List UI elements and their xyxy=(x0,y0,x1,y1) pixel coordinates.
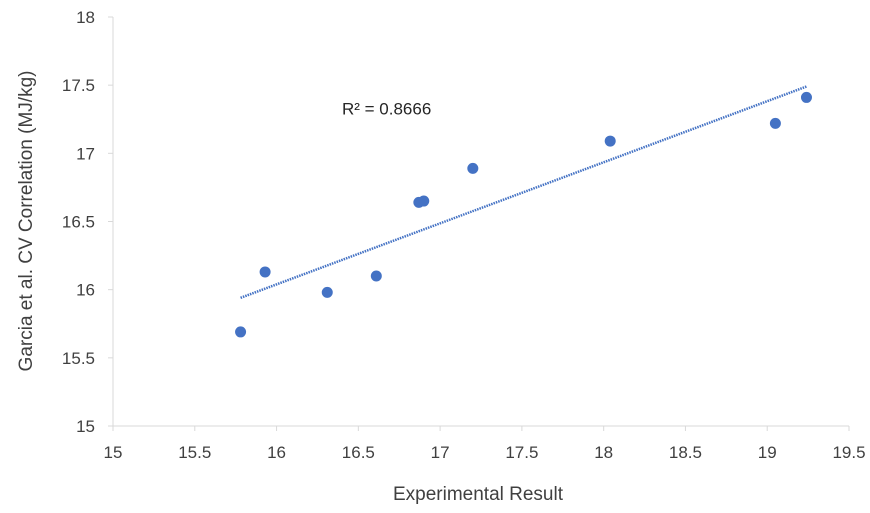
x-tick-label: 18.5 xyxy=(669,443,702,462)
axes-layer: 15 15.5 16 16.5 17 17.5 18 15 15.5 16 16.5 17 17.5 18… xyxy=(62,8,866,462)
trendline-layer xyxy=(240,85,807,300)
x-tick-label: 15.5 xyxy=(178,443,211,462)
y-tick-label: 16 xyxy=(76,281,95,300)
x-tick-label: 19 xyxy=(758,443,777,462)
data-point xyxy=(370,270,382,282)
x-tick-label: 16.5 xyxy=(342,443,375,462)
data-point xyxy=(418,195,430,207)
data-point xyxy=(604,135,616,147)
y-tick-label: 15.5 xyxy=(62,349,95,368)
y-tick-label: 16.5 xyxy=(62,213,95,232)
data-point xyxy=(800,91,812,103)
data-point xyxy=(769,117,781,129)
x-tick-label: 17 xyxy=(431,443,450,462)
data-point xyxy=(235,326,247,338)
x-tick-label: 15 xyxy=(104,443,123,462)
y-tick-label: 15 xyxy=(76,417,95,436)
data-point xyxy=(321,286,333,298)
y-tick-label: 17.5 xyxy=(62,76,95,95)
x-tick-label: 17.5 xyxy=(505,443,538,462)
data-point xyxy=(467,162,479,174)
labels-layer: Experimental Result Garcia et al. CV Cor… xyxy=(16,71,564,505)
data-point xyxy=(259,266,271,278)
y-tick-label: 17 xyxy=(76,144,95,163)
points-layer xyxy=(235,91,812,338)
x-tick-label: 16 xyxy=(267,443,286,462)
r-squared-annotation: R² = 0.8666 xyxy=(342,99,431,118)
y-axis-title: Garcia et al. CV Correlation (MJ/kg) xyxy=(16,71,37,372)
trendline xyxy=(240,85,807,300)
x-axis-title: Experimental Result xyxy=(393,484,564,505)
y-tick-label: 18 xyxy=(76,8,95,27)
x-tick-label: 18 xyxy=(594,443,613,462)
x-tick-label: 19.5 xyxy=(832,443,865,462)
